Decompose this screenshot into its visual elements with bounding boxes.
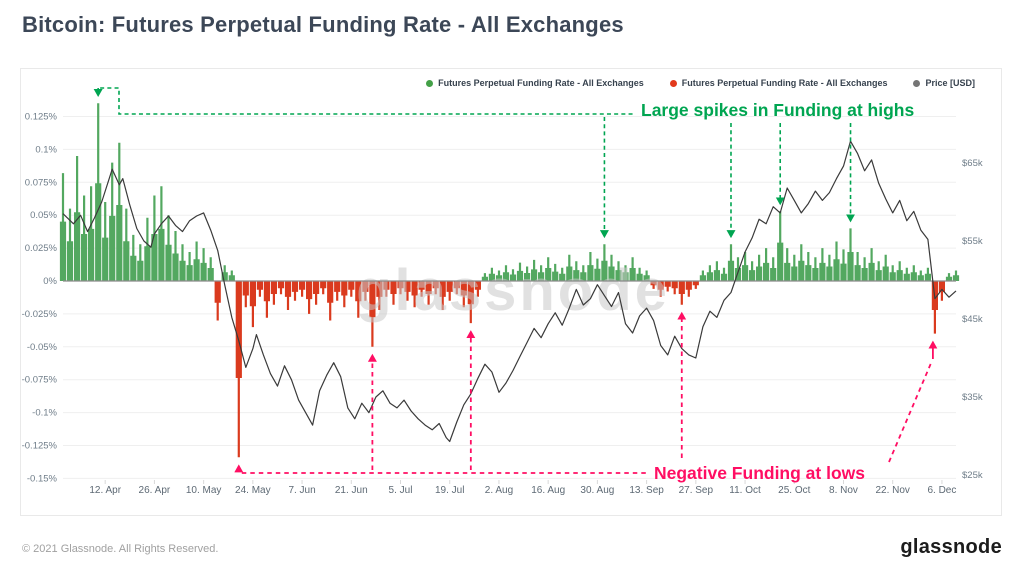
legend-item: Futures Perpetual Funding Rate - All Exc… [426, 78, 644, 88]
legend-label: Futures Perpetual Funding Rate - All Exc… [438, 78, 644, 88]
funding-price-chart: glassnode 12. Apr 26. Apr 10. May 24. May 7. … [22, 87, 983, 496]
y-left-tick-label: -0.15% [27, 473, 58, 484]
chart-legend: Futures Perpetual Funding Rate - All Exc… [426, 78, 975, 88]
y-left-tick-label: 0% [43, 276, 57, 287]
y-right-tick-label: $55k [962, 236, 983, 247]
funding-area-positive [59, 103, 960, 281]
x-tick-label: 12. Apr [89, 485, 121, 496]
x-tick-label: 2. Aug [485, 485, 513, 496]
x-tick-label: 26. Apr [139, 485, 171, 496]
y-left-tick-label: 0.025% [25, 243, 58, 254]
x-tick-label: 5. Jul [389, 485, 413, 496]
y-left-tick-label: 0.1% [35, 144, 57, 155]
y-right-tick-label: $45k [962, 314, 983, 325]
y-left-tick-label: -0.05% [27, 342, 58, 353]
y-left-tick-label: 0.075% [25, 177, 58, 188]
legend-marker-dot [913, 79, 921, 87]
annotation-funding-lows: Negative Funding at lows [234, 311, 938, 483]
x-tick-label: 24. May [235, 485, 271, 496]
legend-item: Futures Perpetual Funding Rate - All Exc… [669, 78, 888, 88]
x-tick-label: 11. Oct [729, 485, 761, 496]
annotation-text-highs: Large spikes in Funding at highs [641, 100, 914, 120]
x-tick-label: 7. Jun [288, 485, 315, 496]
annotation-connector [888, 360, 933, 463]
annotation-funding-highs: Large spikes in Funding at highs [93, 87, 914, 239]
x-tick-label: 13. Sep [629, 485, 664, 496]
y-left-tick-label: 0.125% [25, 112, 58, 123]
y-right-tick-label: $35k [962, 392, 983, 403]
x-tick-label: 10. May [186, 485, 222, 496]
legend-marker-dot [669, 79, 677, 87]
y-right-tick-label: $25k [962, 470, 983, 481]
glassnode-logo: glassnode [900, 536, 1002, 558]
x-axis: 12. Apr 26. Apr 10. May 24. May 7. Jun 21. Ju… [89, 480, 956, 496]
legend-marker-dot [426, 79, 434, 87]
y-axis-left: 0.125% 0.1% 0.075% 0.05% 0.025% 0% -0.025% -0.0… [22, 112, 58, 485]
x-tick-label: 6. Dec [927, 485, 956, 496]
funding-area-negative [214, 281, 946, 458]
x-tick-label: 21. Jun [335, 485, 368, 496]
x-tick-label: 27. Sep [679, 485, 714, 496]
x-tick-label: 19. Jul [435, 485, 464, 496]
y-axis-right: $65k $55k $45k $35k $25k [962, 158, 983, 481]
x-tick-label: 22. Nov [875, 485, 909, 496]
gridlines [63, 116, 956, 479]
annotation-text-lows: Negative Funding at lows [654, 463, 865, 483]
y-left-tick-label: -0.125% [22, 441, 58, 452]
x-tick-label: 30. Aug [580, 485, 614, 496]
glassnode-watermark: glassnode [356, 258, 670, 323]
x-tick-label: 16. Aug [531, 485, 565, 496]
x-tick-label: 25. Oct [778, 485, 810, 496]
legend-label: Price [USD] [925, 78, 975, 88]
y-left-tick-label: -0.025% [22, 309, 58, 320]
legend-item: Price [USD] [913, 78, 975, 88]
y-left-tick-label: -0.1% [32, 408, 57, 419]
chart-panel: Futures Perpetual Funding Rate - All Exc… [20, 68, 1002, 516]
footer-copyright: © 2021 Glassnode. All Rights Reserved. [22, 543, 219, 555]
price-line [62, 140, 957, 443]
annotation-connector [100, 87, 633, 115]
y-right-tick-label: $65k [962, 158, 983, 169]
page-title: Bitcoin: Futures Perpetual Funding Rate … [22, 12, 624, 37]
y-left-tick-label: -0.075% [22, 375, 58, 386]
x-tick-label: 8. Nov [829, 485, 858, 496]
y-left-tick-label: 0.05% [30, 210, 57, 221]
legend-label: Futures Perpetual Funding Rate - All Exc… [681, 78, 888, 88]
